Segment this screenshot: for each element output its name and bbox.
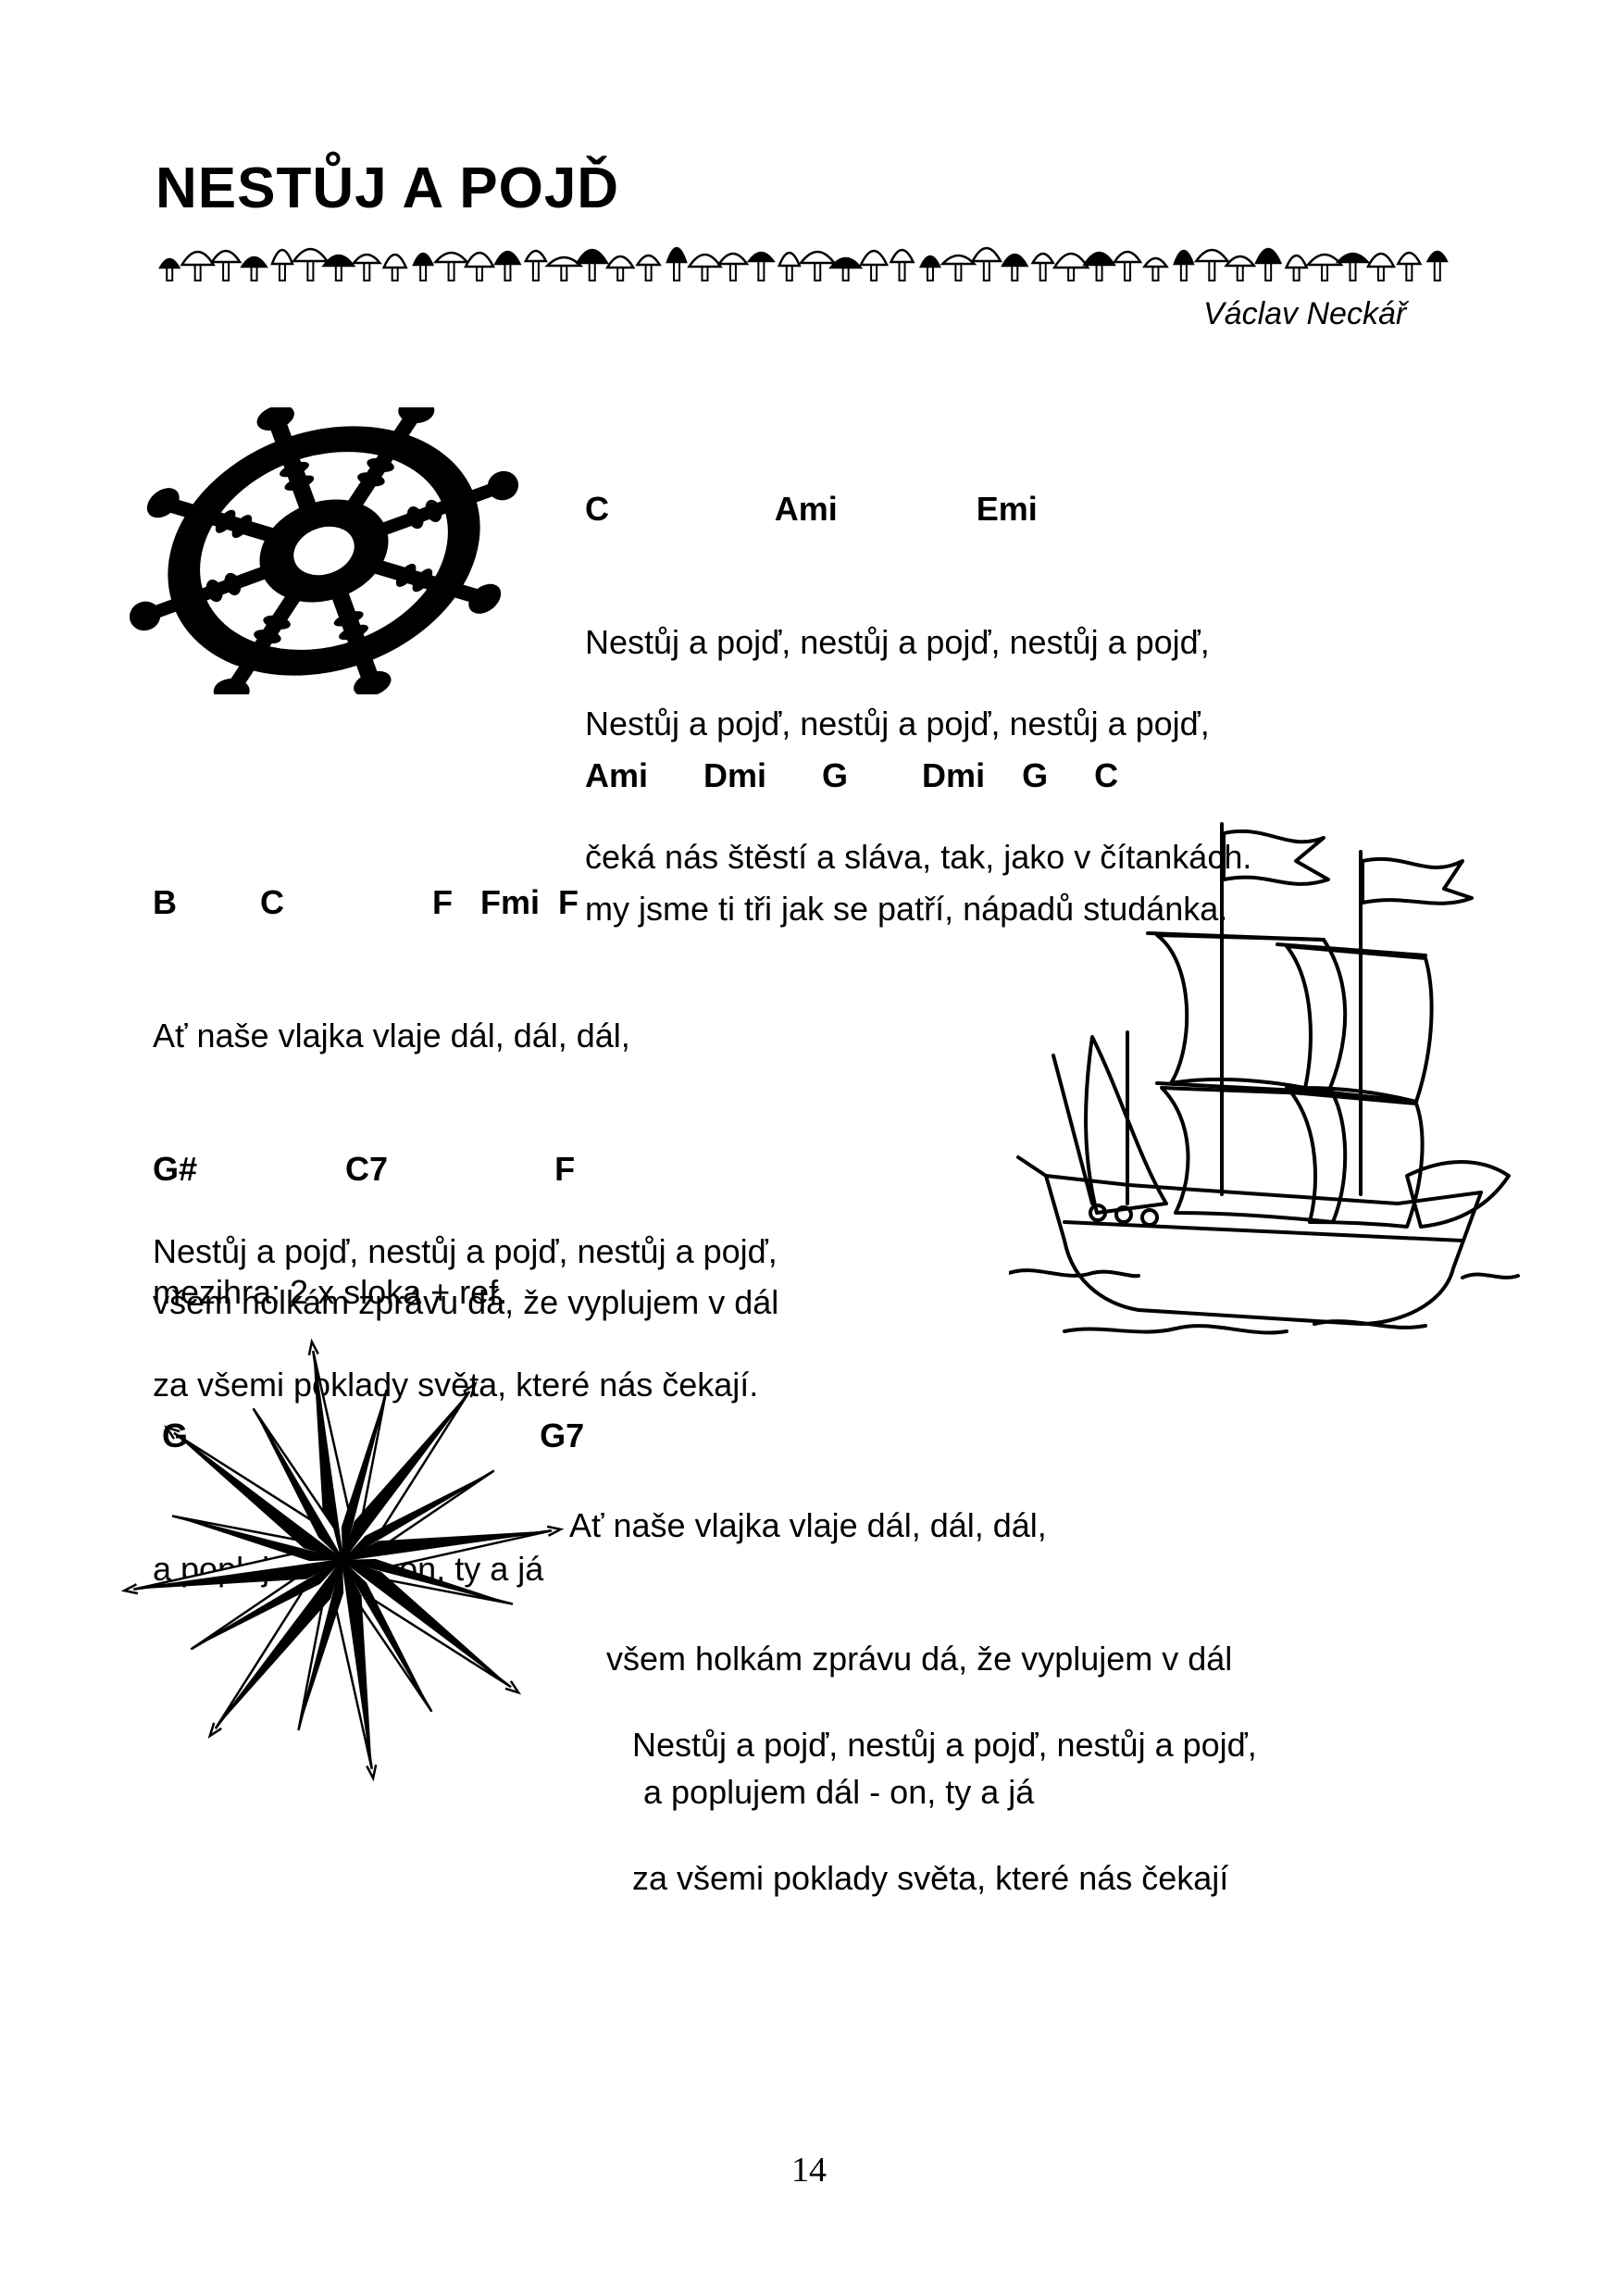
compass-point — [252, 1407, 344, 1561]
mushroom-icon — [1425, 250, 1449, 281]
mushroom-icon — [1305, 253, 1344, 281]
mushroom-icon — [919, 255, 941, 281]
mushroom-icon — [544, 256, 584, 281]
lyric-line: Ať naše vlajka vlaje dál, dál, dál, — [569, 1506, 1047, 1544]
mushroom-icon — [635, 254, 662, 281]
mushroom-icon — [889, 248, 915, 281]
mushroom-border-icon — [158, 246, 1449, 281]
song-author: Václav Neckář — [1203, 296, 1407, 331]
chord-line: G# C7 F — [153, 1150, 576, 1188]
mushroom-icon — [1052, 252, 1090, 281]
interlude-note: mezihra: 2 x sloka + ref. — [153, 1273, 508, 1311]
mushroom-icon — [940, 254, 977, 281]
mushroom-icon — [412, 252, 435, 281]
mushroom-icon — [351, 253, 382, 281]
sailing-ship-icon — [1009, 822, 1520, 1335]
mushroom-icon — [604, 255, 636, 281]
verse-2: Nestůj a pojď, nestůj a pojď, nestůj a p… — [585, 613, 1251, 924]
mushroom-icon — [381, 253, 408, 281]
mushroom-icon — [798, 250, 837, 281]
mushroom-icon — [970, 246, 1002, 281]
mushroom-icon — [859, 249, 890, 281]
mushroom-icon — [240, 256, 268, 281]
mushroom-icon — [1173, 249, 1195, 281]
lyric-line: za všemi poklady světa, které nás čekají… — [153, 1366, 759, 1404]
mushroom-icon — [1082, 251, 1116, 281]
mushroom-icon — [209, 249, 243, 281]
mushroom-icon — [1224, 255, 1257, 281]
chord-line: G G7 — [153, 1416, 585, 1454]
mushroom-icon — [777, 251, 802, 281]
mushroom-icon — [1030, 252, 1055, 281]
mushroom-icon — [523, 249, 548, 281]
final-verse: Ať naše vlajka vlaje dál, dál, dál, všem… — [569, 1415, 1232, 1859]
lyric-line: a poplujem dál - on, ty a já — [569, 1773, 1035, 1811]
lyric-line: všem holkám zprávu dá, že vyplujem v dál — [569, 1640, 1233, 1678]
lyric-line: Nestůj a pojď, nestůj a pojď, nestůj a p… — [585, 623, 1210, 661]
mushroom-icon — [1142, 256, 1169, 281]
mushroom-icon — [716, 252, 750, 281]
compass-rose-icon — [120, 1338, 565, 1782]
ship-wheel-icon — [130, 407, 518, 694]
mushroom-icon — [1254, 247, 1283, 281]
mushroom-icon — [493, 250, 522, 281]
lyric-line: za všemi poklady světa, které nás čekají — [632, 1859, 1229, 1897]
mushroom-icon — [158, 257, 181, 281]
chord-line: Ami Dmi G Dmi G C — [585, 756, 1119, 794]
lyric-line: všem holkám zprávu dá, že vyplujem v dál — [153, 1283, 779, 1321]
mushroom-icon — [292, 247, 330, 281]
mushroom-icon — [666, 246, 688, 281]
refrain: Nestůj a pojď, nestůj a pojď, nestůj a p… — [153, 1141, 778, 1452]
mushroom-icon — [1396, 251, 1423, 281]
mushroom-icon — [687, 253, 723, 281]
mushroom-icon — [321, 254, 356, 281]
mushroom-icon — [1284, 254, 1309, 281]
final-refrain: Nestůj a pojď, nestůj a pojď, nestůj a p… — [632, 1634, 1257, 1945]
mushroom-icon — [1112, 250, 1143, 281]
song-title: NESTŮJ A POJĎ — [156, 156, 620, 220]
lyric-line: my jsme ti tři jak se patří, nápadů stud… — [585, 890, 1228, 928]
lyric-line: Ať naše vlajka vlaje dál, dál, dál, — [153, 1017, 630, 1054]
mushroom-icon — [432, 251, 470, 281]
mushroom-icon — [1335, 252, 1371, 281]
page-number: 14 — [791, 2151, 827, 2190]
mushroom-icon — [575, 248, 609, 281]
lyric-line: čeká nás štěstí a sláva, tak, jako v čít… — [585, 838, 1252, 876]
lyric-line: Nestůj a pojď, nestůj a pojď, nestůj a p… — [632, 1726, 1257, 1764]
mushroom-icon — [463, 251, 496, 281]
lyric-line: Nestůj a pojď, nestůj a pojď, nestůj a p… — [153, 1232, 778, 1270]
chord-line: B C F Fmi F — [153, 883, 579, 921]
lyric-line: Nestůj a pojď, nestůj a pojď, nestůj a p… — [585, 705, 1210, 742]
verse-1: C Ami Emi Nestůj a pojď, nestůj a pojď, … — [585, 398, 1227, 976]
mushroom-icon — [828, 256, 864, 281]
mushroom-icon — [180, 250, 216, 281]
mushroom-icon — [270, 248, 294, 281]
mushroom-icon — [1365, 252, 1396, 281]
chord-line: C Ami Emi — [585, 490, 1038, 528]
mushroom-icon — [1193, 248, 1230, 281]
mushroom-icon — [1001, 253, 1029, 281]
mushroom-icon — [746, 251, 776, 281]
